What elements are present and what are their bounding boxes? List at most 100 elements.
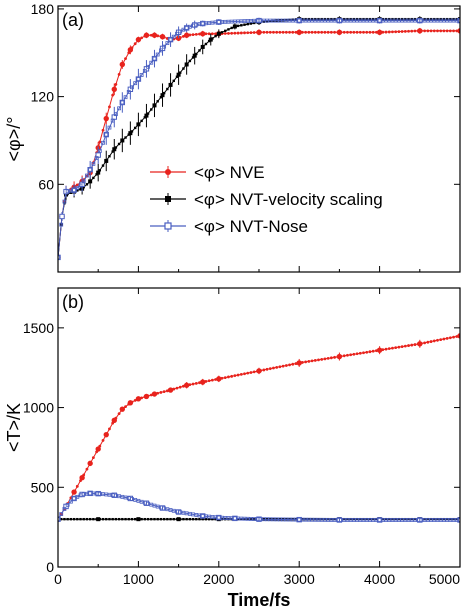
- sample-marker: [320, 357, 324, 361]
- sample-marker: [246, 22, 249, 26]
- sample-marker: [82, 186, 85, 189]
- sample-marker: [124, 517, 127, 521]
- sample-marker: [150, 108, 153, 111]
- sample-marker: [307, 360, 311, 363]
- sample-marker: [439, 338, 443, 342]
- data-point: [296, 17, 302, 24]
- sample-marker: [448, 29, 452, 33]
- sample-marker: [108, 105, 111, 109]
- sample-marker: [432, 29, 436, 33]
- x-tick-label: 4000: [364, 571, 395, 587]
- sample-marker: [201, 517, 204, 521]
- sample-marker: [127, 402, 131, 406]
- sample-marker: [91, 161, 96, 166]
- sample-marker: [429, 29, 433, 33]
- sample-marker: [317, 358, 320, 362]
- sample-marker: [230, 31, 234, 35]
- panel-b-tag: (b): [62, 292, 84, 312]
- sample-marker: [214, 517, 217, 521]
- sample-marker: [397, 30, 401, 34]
- sample-marker: [265, 30, 269, 34]
- sample-marker: [94, 156, 99, 160]
- sample-marker: [230, 374, 234, 378]
- sample-marker: [204, 517, 208, 521]
- sample-marker: [92, 517, 95, 521]
- sample-marker: [156, 34, 160, 38]
- data-point: [119, 99, 126, 106]
- series-line: [58, 492, 460, 521]
- data-point: [58, 254, 61, 261]
- sample-marker: [368, 517, 372, 521]
- sample-marker: [207, 32, 211, 36]
- sample-marker: [179, 71, 182, 74]
- sample-marker: [179, 517, 182, 521]
- sample-marker: [362, 30, 365, 34]
- sample-marker: [384, 517, 388, 521]
- sample-marker: [111, 421, 115, 425]
- sample-marker: [288, 363, 291, 367]
- sample-marker: [352, 30, 356, 34]
- sample-marker: [210, 32, 214, 36]
- y-tick-label: 1500: [23, 320, 54, 336]
- sample-marker: [97, 149, 102, 153]
- sample-marker: [117, 412, 121, 416]
- sample-marker: [429, 517, 433, 521]
- sample-marker: [326, 30, 330, 34]
- sample-marker: [169, 83, 172, 87]
- sample-marker: [442, 29, 446, 33]
- sample-marker: [336, 355, 340, 359]
- sample-marker: [111, 517, 114, 521]
- sample-marker: [195, 52, 198, 56]
- sample-marker: [63, 517, 66, 521]
- sample-marker: [255, 369, 259, 373]
- sample-marker: [166, 517, 169, 521]
- sample-marker: [297, 361, 301, 365]
- sample-marker: [182, 35, 185, 38]
- x-tick-label: 1000: [123, 571, 154, 587]
- sample-marker: [429, 340, 433, 343]
- series-line: [58, 335, 460, 520]
- sample-marker: [294, 30, 298, 34]
- sample-marker: [239, 31, 243, 35]
- sample-marker: [169, 517, 172, 521]
- sample-marker: [133, 42, 137, 46]
- sample-marker: [346, 517, 349, 521]
- sample-marker: [269, 20, 272, 23]
- sample-marker: [391, 517, 394, 521]
- sample-marker: [165, 389, 169, 393]
- data-point: [87, 166, 93, 173]
- sample-marker: [246, 371, 250, 375]
- sample-marker: [130, 130, 134, 133]
- sample-marker: [330, 517, 333, 521]
- sample-marker: [323, 357, 327, 361]
- sample-marker: [120, 100, 125, 105]
- data-point: [192, 53, 197, 58]
- sample-marker: [285, 18, 288, 22]
- legend-label: <φ> NVE: [194, 163, 265, 182]
- sample-marker: [365, 517, 368, 521]
- sample-marker: [362, 351, 365, 355]
- sample-marker: [420, 342, 423, 345]
- sample-marker: [117, 73, 121, 76]
- sample-marker: [301, 361, 304, 364]
- sample-marker: [72, 517, 76, 521]
- sample-marker: [403, 344, 407, 348]
- sample-marker: [59, 512, 64, 516]
- sample-marker: [223, 376, 227, 379]
- data-point: [216, 19, 222, 25]
- sample-marker: [127, 133, 130, 136]
- sample-marker: [323, 517, 327, 521]
- sample-marker: [124, 57, 127, 61]
- sample-marker: [198, 381, 201, 385]
- sample-marker: [374, 30, 378, 34]
- data-point: [111, 86, 117, 93]
- sample-marker: [320, 30, 324, 34]
- sample-marker: [371, 30, 375, 34]
- sample-marker: [410, 29, 414, 33]
- sample-marker: [175, 75, 179, 78]
- sample-marker: [185, 517, 188, 521]
- sample-marker: [397, 517, 401, 521]
- sample-marker: [426, 340, 430, 344]
- sample-marker: [185, 63, 188, 66]
- sample-marker: [98, 140, 102, 144]
